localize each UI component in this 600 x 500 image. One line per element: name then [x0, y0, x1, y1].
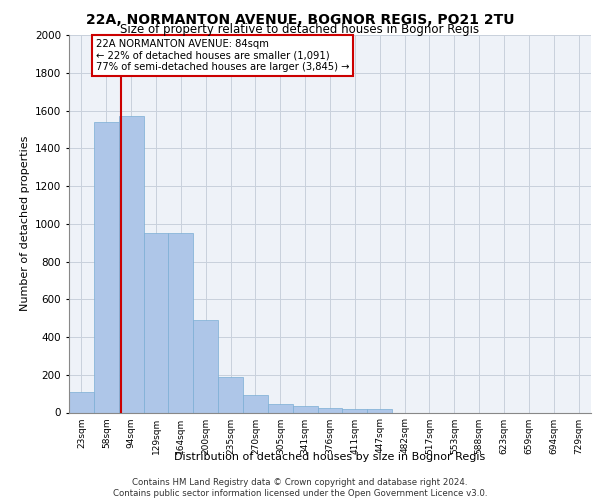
Bar	[94, 122, 119, 412]
Text: Distribution of detached houses by size in Bognor Regis: Distribution of detached houses by size …	[175, 452, 485, 462]
Bar	[169, 233, 193, 412]
Bar	[317, 408, 343, 412]
Y-axis label: Number of detached properties: Number of detached properties	[20, 136, 29, 312]
Bar	[119, 116, 143, 412]
Text: 22A, NORMANTON AVENUE, BOGNOR REGIS, PO21 2TU: 22A, NORMANTON AVENUE, BOGNOR REGIS, PO2…	[86, 12, 514, 26]
Bar	[69, 392, 94, 412]
Bar	[193, 320, 218, 412]
Bar	[343, 409, 367, 412]
Text: Size of property relative to detached houses in Bognor Regis: Size of property relative to detached ho…	[121, 22, 479, 36]
Text: 22A NORMANTON AVENUE: 84sqm
← 22% of detached houses are smaller (1,091)
77% of : 22A NORMANTON AVENUE: 84sqm ← 22% of det…	[95, 39, 349, 72]
Bar	[367, 409, 392, 412]
Bar	[293, 406, 317, 412]
Bar	[218, 376, 243, 412]
Bar	[243, 394, 268, 412]
Bar	[143, 233, 169, 412]
Text: Contains HM Land Registry data © Crown copyright and database right 2024.
Contai: Contains HM Land Registry data © Crown c…	[113, 478, 487, 498]
Bar	[268, 404, 293, 412]
